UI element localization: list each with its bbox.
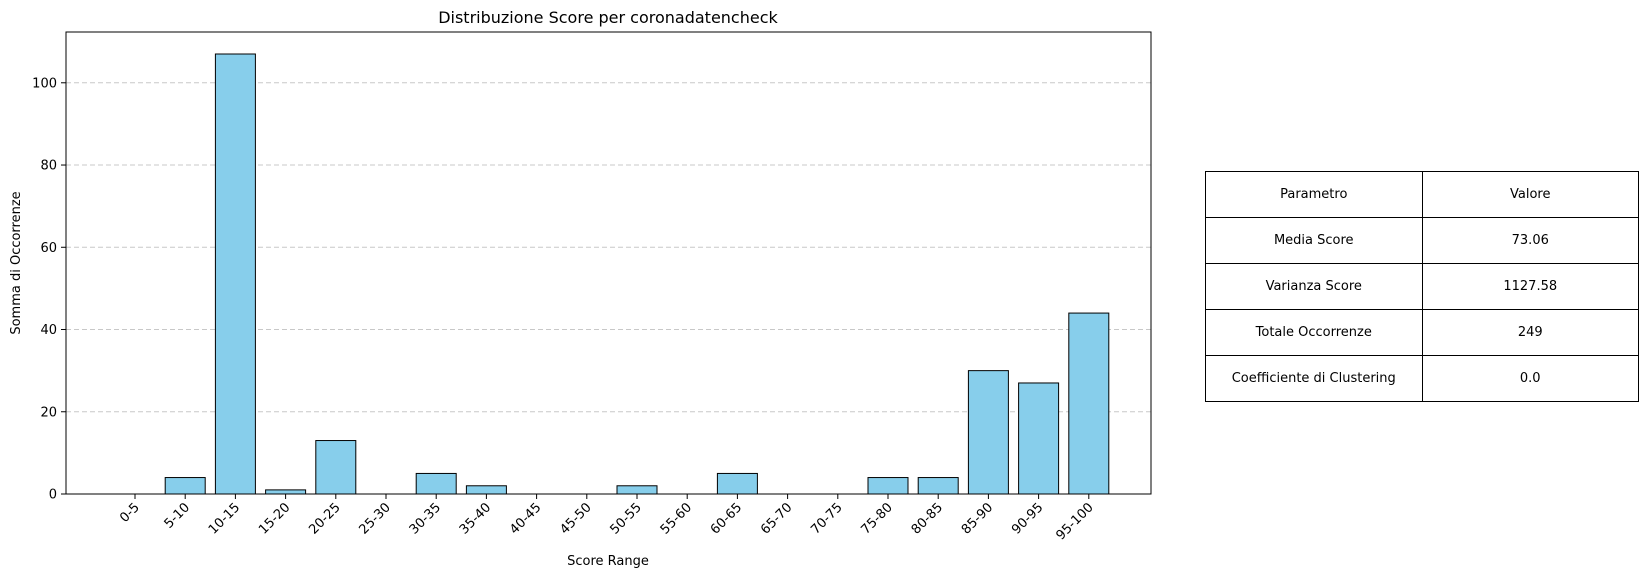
value-cell: 0.0 (1421, 355, 1639, 402)
bar-85-90 (967, 370, 1009, 495)
bar-35-40 (465, 485, 507, 495)
x-tick-label: 45-50 (557, 500, 594, 537)
x-tick-label: 55-60 (658, 500, 695, 537)
x-axis-label: Score Range (567, 554, 649, 569)
value-cell: 249 (1421, 309, 1639, 356)
bar-75-80 (867, 477, 909, 495)
y-axis-label: Somma di Occorrenze (9, 191, 24, 334)
y-tick-label: 100 (32, 76, 57, 91)
y-tick-label: 20 (40, 405, 57, 420)
bar-90-95 (1018, 382, 1060, 495)
param-cell: Varianza Score (1205, 263, 1423, 310)
param-cell: Totale Occorrenze (1205, 309, 1423, 356)
value-cell: 1127.58 (1421, 263, 1639, 310)
y-tick-label: 40 (40, 323, 57, 338)
bar-50-55 (616, 485, 658, 495)
y-tick-label: 0 (49, 488, 57, 503)
bar-30-35 (415, 472, 457, 495)
param-cell: Parametro (1205, 171, 1423, 218)
table-row: Coefficiente di Clustering 0.0 (1205, 355, 1639, 402)
x-tick-label: 50-55 (608, 500, 645, 537)
param-cell: Coefficiente di Clustering (1205, 355, 1423, 402)
x-tick-label: 5-10 (162, 500, 193, 531)
bar-10-15 (214, 53, 256, 495)
x-tick-label: 20-25 (306, 500, 343, 537)
x-tick-label: 40-45 (507, 500, 544, 537)
x-tick-label: 95-100 (1053, 500, 1096, 543)
x-tick-label: 70-75 (808, 500, 845, 537)
bars (164, 53, 1110, 495)
bar-15-20 (265, 489, 307, 495)
y-axis: 0 20 40 60 80 100 (32, 76, 66, 503)
x-tick-label: 80-85 (909, 500, 946, 537)
x-tick-label: 30-35 (407, 500, 444, 537)
param-cell: Media Score (1205, 217, 1423, 264)
x-axis: 0-5 5-10 10-15 15-20 20-25 25-30 30-35 35-40 40-… (117, 494, 1097, 543)
value-cell: Valore (1421, 171, 1639, 218)
bar-20-25 (315, 440, 357, 495)
table-row: Media Score 73.06 (1205, 217, 1639, 264)
table-row: Varianza Score 1127.58 (1205, 263, 1639, 310)
x-tick-label: 15-20 (256, 500, 293, 537)
x-tick-label: 0-5 (117, 500, 143, 526)
value-cell: 73.06 (1421, 217, 1639, 264)
stats-table: Parametro Valore Media Score 73.06 Varianza … (1205, 171, 1639, 402)
x-tick-label: 75-80 (859, 500, 896, 537)
table-header-row: Parametro Valore (1205, 171, 1639, 218)
x-tick-label: 25-30 (357, 500, 394, 537)
bar-95-100 (1068, 312, 1110, 495)
bar-5-10 (164, 477, 206, 495)
x-tick-label: 65-70 (758, 500, 795, 537)
bar-60-65 (716, 472, 758, 495)
y-tick-label: 80 (40, 159, 57, 174)
x-tick-label: 85-90 (959, 500, 996, 537)
table-row: Totale Occorrenze 249 (1205, 309, 1639, 356)
bar-80-85 (917, 477, 959, 495)
x-tick-label: 10-15 (206, 500, 243, 537)
plot-frame (65, 31, 1152, 495)
y-tick-label: 60 (40, 241, 57, 256)
x-tick-label: 35-40 (457, 500, 494, 537)
x-tick-label: 60-65 (708, 500, 745, 537)
chart-title: Distribuzione Score per coronadatencheck (438, 8, 778, 27)
x-tick-label: 90-95 (1009, 500, 1046, 537)
